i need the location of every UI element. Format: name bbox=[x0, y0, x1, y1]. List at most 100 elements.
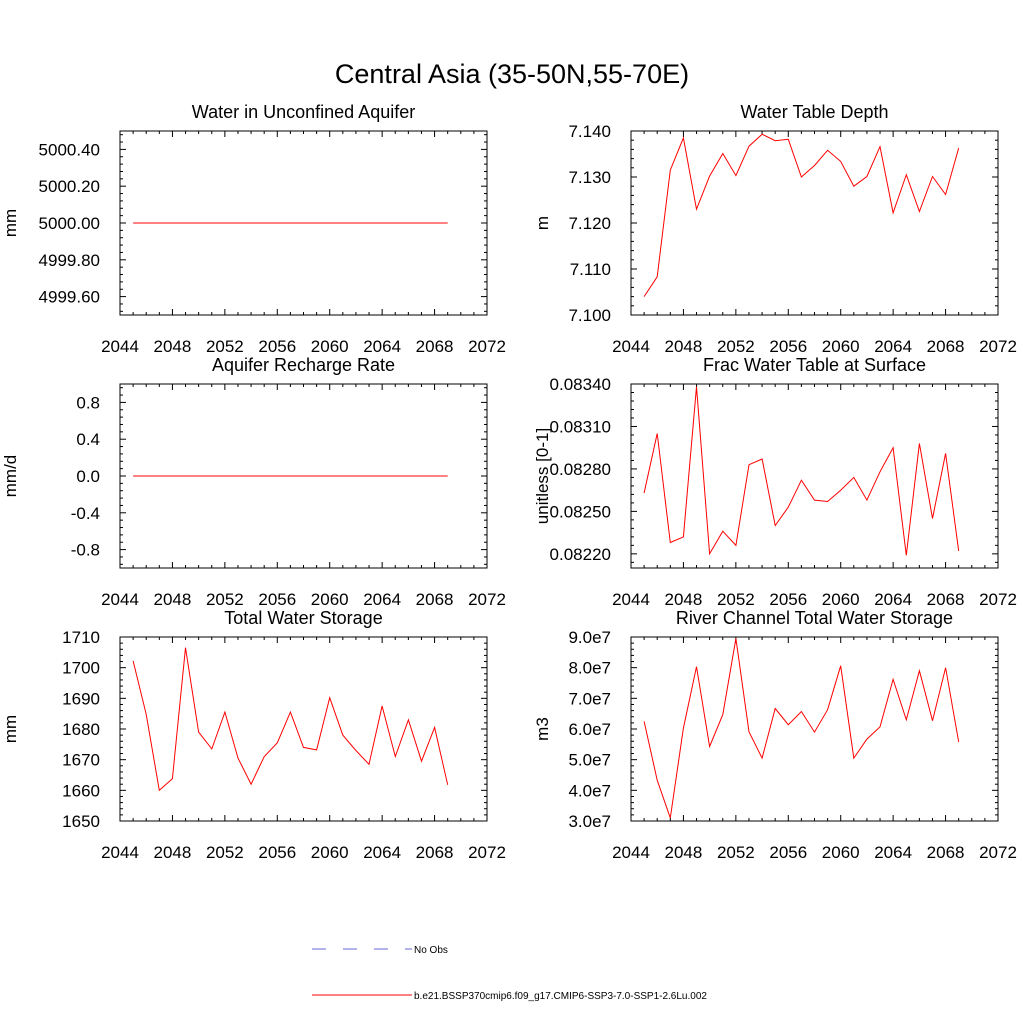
plot-frame bbox=[630, 636, 999, 822]
x-tick-label: 2060 bbox=[311, 337, 349, 356]
panel-title: Total Water Storage bbox=[224, 608, 382, 628]
panel-6: 2044 2048 2052 2056 2060 2064 2068 2072 3.0e7 4.0… bbox=[533, 608, 1017, 862]
series-line bbox=[132, 647, 449, 792]
y-tick-label: 7.110 bbox=[570, 260, 611, 279]
y-tick-label: 5.0e7 bbox=[568, 751, 611, 770]
x-tick-label: 2060 bbox=[311, 590, 349, 609]
y-tick-label: 1690 bbox=[62, 689, 100, 708]
plot-frame bbox=[630, 383, 999, 569]
x-tick-label: 2060 bbox=[311, 843, 349, 862]
y-tick-label: 4.0e7 bbox=[568, 781, 611, 800]
x-tick-label: 2048 bbox=[665, 337, 703, 356]
y-tick-label: 1670 bbox=[62, 751, 100, 770]
y-axis-label: m bbox=[533, 216, 552, 230]
y-tick-label: 5000.40 bbox=[39, 140, 100, 159]
series-line bbox=[643, 638, 960, 819]
x-tick-label: 2072 bbox=[979, 843, 1017, 862]
y-tick-label: 4999.80 bbox=[39, 251, 100, 270]
y-tick-label: 0.08220 bbox=[550, 545, 611, 564]
x-tick-label: 2044 bbox=[612, 590, 650, 609]
y-tick-label: 7.120 bbox=[568, 214, 611, 233]
y-tick-label: 0.08310 bbox=[550, 417, 611, 436]
x-tick-label: 2064 bbox=[874, 337, 912, 356]
x-tick-label: 2052 bbox=[206, 843, 244, 862]
x-tick-label: 2048 bbox=[154, 337, 192, 356]
x-tick-label: 2068 bbox=[416, 843, 454, 862]
panel-5: 2044 2048 2052 2056 2060 2064 2068 2072 1650 1660… bbox=[1, 608, 506, 862]
x-tick-label: 2064 bbox=[363, 590, 401, 609]
x-tick-label: 2072 bbox=[468, 590, 506, 609]
y-axis-label: m3 bbox=[533, 717, 552, 741]
panel-title: Water in Unconfined Aquifer bbox=[192, 102, 415, 122]
x-tick-label: 2064 bbox=[363, 337, 401, 356]
x-tick-label: 2072 bbox=[979, 590, 1017, 609]
legend: No Obs b.e21.BSSP370cmip6.f09_g17.CMIP6-… bbox=[312, 945, 707, 1002]
x-tick-label: 2068 bbox=[927, 843, 965, 862]
panel-4: 2044 2048 2052 2056 2060 2064 2068 2072 0.08220 0… bbox=[533, 355, 1017, 609]
panel-title: Water Table Depth bbox=[740, 102, 888, 122]
x-tick-label: 2064 bbox=[874, 843, 912, 862]
y-tick-label: 5000.00 bbox=[39, 214, 100, 233]
y-axis-label: mm bbox=[1, 209, 20, 237]
x-tick-label: 2044 bbox=[101, 337, 139, 356]
panels: 2044 2048 2052 2056 2060 2064 2068 2072 4999.60 4… bbox=[1, 102, 1017, 862]
x-tick-label: 2052 bbox=[206, 590, 244, 609]
y-tick-label: -0.4 bbox=[71, 504, 100, 523]
panel-3: 2044 2048 2052 2056 2060 2064 2068 2072 -0.8 -0.4… bbox=[1, 355, 506, 609]
y-tick-label: 7.140 bbox=[568, 122, 611, 141]
figure-title: Central Asia (35-50N,55-70E) bbox=[335, 59, 689, 89]
x-tick-label: 2064 bbox=[363, 843, 401, 862]
x-tick-label: 2068 bbox=[927, 337, 965, 356]
x-tick-label: 2056 bbox=[258, 590, 296, 609]
x-tick-label: 2048 bbox=[665, 843, 703, 862]
x-tick-label: 2060 bbox=[822, 337, 860, 356]
y-tick-label: 0.08250 bbox=[550, 502, 611, 521]
y-tick-label: 1660 bbox=[62, 781, 100, 800]
x-tick-label: 2048 bbox=[665, 590, 703, 609]
y-tick-label: 0.0 bbox=[76, 467, 100, 486]
x-tick-label: 2052 bbox=[206, 337, 244, 356]
x-tick-label: 2056 bbox=[258, 337, 296, 356]
y-tick-label: 0.8 bbox=[76, 393, 100, 412]
y-tick-label: 1700 bbox=[62, 659, 100, 678]
x-tick-label: 2068 bbox=[416, 337, 454, 356]
y-tick-label: 0.08340 bbox=[550, 375, 611, 394]
y-axis-label: mm/d bbox=[1, 455, 20, 498]
x-tick-label: 2044 bbox=[612, 337, 650, 356]
y-tick-label: 1680 bbox=[62, 720, 100, 739]
y-tick-label: 7.100 bbox=[568, 306, 611, 325]
y-tick-label: 0.08280 bbox=[550, 460, 611, 479]
y-tick-label: 7.0e7 bbox=[568, 689, 611, 708]
x-tick-label: 2056 bbox=[769, 590, 807, 609]
plot-frame bbox=[119, 636, 488, 822]
legend-obs-label: No Obs bbox=[414, 945, 448, 956]
x-tick-label: 2044 bbox=[612, 843, 650, 862]
y-tick-label: 1710 bbox=[62, 628, 100, 647]
x-tick-label: 2072 bbox=[468, 337, 506, 356]
y-tick-label: 0.4 bbox=[76, 430, 100, 449]
y-tick-label: 6.0e7 bbox=[568, 720, 611, 739]
x-tick-label: 2052 bbox=[717, 843, 755, 862]
series-line bbox=[643, 386, 960, 556]
x-tick-label: 2068 bbox=[416, 590, 454, 609]
y-axis-label: mm bbox=[1, 715, 20, 743]
x-tick-label: 2052 bbox=[717, 590, 755, 609]
y-tick-label: 3.0e7 bbox=[568, 812, 611, 831]
x-tick-label: 2044 bbox=[101, 590, 139, 609]
x-tick-label: 2064 bbox=[874, 590, 912, 609]
y-axis-label: unitless [0-1] bbox=[533, 428, 552, 524]
panel-title: Frac Water Table at Surface bbox=[703, 355, 926, 375]
plot-frame bbox=[630, 130, 999, 316]
panel-1: 2044 2048 2052 2056 2060 2064 2068 2072 4999.60 4… bbox=[1, 102, 506, 356]
x-tick-label: 2056 bbox=[769, 843, 807, 862]
x-tick-label: 2072 bbox=[468, 843, 506, 862]
x-tick-label: 2060 bbox=[822, 843, 860, 862]
x-tick-label: 2072 bbox=[979, 337, 1017, 356]
panel-title: Aquifer Recharge Rate bbox=[212, 355, 395, 375]
x-tick-label: 2048 bbox=[154, 590, 192, 609]
y-tick-label: -0.8 bbox=[71, 541, 100, 560]
legend-model-label: b.e21.BSSP370cmip6.f09_g17.CMIP6-SSP3-7.… bbox=[414, 991, 707, 1002]
x-tick-label: 2068 bbox=[927, 590, 965, 609]
y-tick-label: 1650 bbox=[62, 812, 100, 831]
